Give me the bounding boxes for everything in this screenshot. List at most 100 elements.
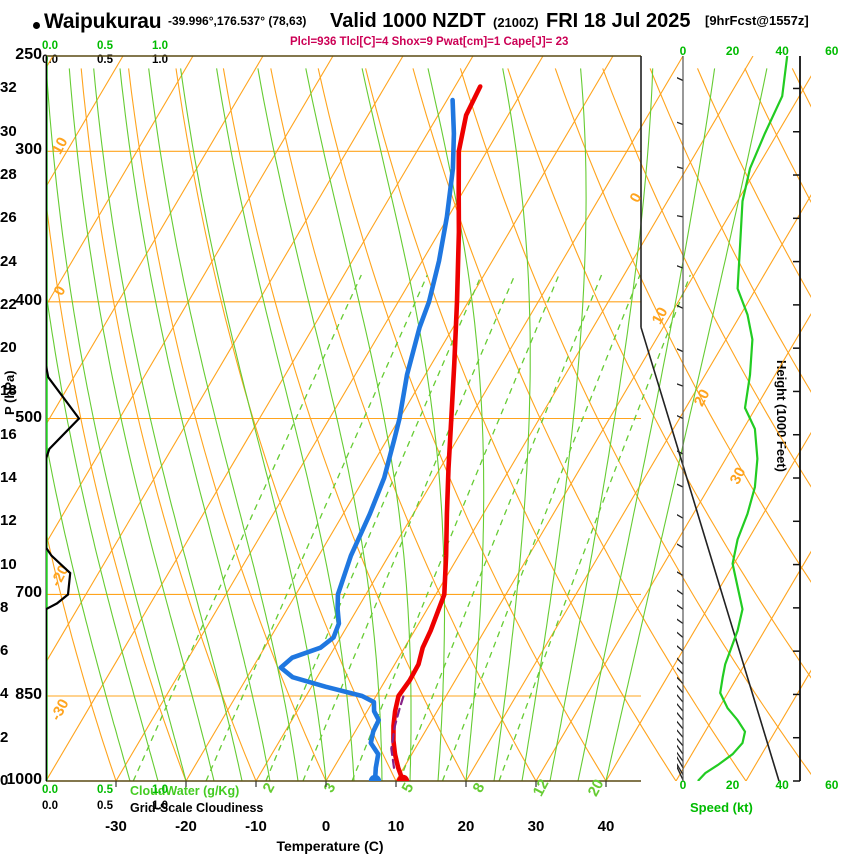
wind-barb xyxy=(677,684,684,694)
wind-barb-shaft xyxy=(677,589,684,595)
wind-barb-full xyxy=(654,150,657,161)
isotherm-line xyxy=(46,56,194,307)
wind-barb-full xyxy=(657,493,663,503)
wind-barb-full xyxy=(650,149,653,160)
saturated-adiabat-line xyxy=(68,68,215,781)
dry-adiabat-line xyxy=(649,68,811,393)
stability-parameters: Plcl=936 Tlcl[C]=4 Shox=9 Pwat[cm]=1 Cap… xyxy=(290,36,569,48)
height-tick-14: 14 xyxy=(0,469,17,486)
wind-barb-full xyxy=(655,595,661,604)
temperature-tick--10: -10 xyxy=(245,818,267,835)
cloudwater-tick-bottom-1: 0.5 xyxy=(97,784,113,796)
isotherm-line xyxy=(46,56,474,781)
saturated-adiabat-line xyxy=(305,68,412,781)
wind-barb-full xyxy=(657,523,663,533)
isotherm-line xyxy=(255,56,684,781)
isotherm-label: 0 xyxy=(51,283,70,298)
wind-barb-shaft xyxy=(677,215,684,218)
wind-barb-shaft xyxy=(677,751,684,762)
wind-barb xyxy=(650,200,684,218)
wind-barb xyxy=(661,704,684,738)
cloudwater-axis-label: CloudWater (g/Kg) xyxy=(130,784,240,798)
wind-barb-full xyxy=(654,247,658,257)
saturated-adiabat-line xyxy=(119,68,271,781)
wind-barb xyxy=(661,658,684,685)
wind-barb-full xyxy=(660,623,667,631)
saturated-adiabat-line xyxy=(216,68,355,781)
height-tick-24: 24 xyxy=(0,252,17,270)
wind-barb xyxy=(659,292,684,309)
sounding-curve-dewpoint xyxy=(278,97,457,781)
isotherm-line xyxy=(395,75,811,781)
isotherm-label: 20 xyxy=(691,387,714,410)
speed-tick-bottom-0: 0 xyxy=(679,778,687,792)
wind-barb-full xyxy=(661,696,669,703)
pressure-tick-300: 300 xyxy=(15,141,42,159)
wind-barb-shaft xyxy=(677,645,684,652)
wind-barb-half xyxy=(661,111,663,117)
wind-barb-full xyxy=(666,740,676,746)
height-tick-22: 22 xyxy=(0,295,17,313)
wind-barb-full xyxy=(663,720,672,726)
dry-adiabat-line xyxy=(317,68,607,781)
wind-barb-full xyxy=(661,704,669,711)
station-name: Waipukurau xyxy=(44,10,162,33)
cloudiness-trace xyxy=(46,56,81,781)
height-tick-12: 12 xyxy=(0,512,17,530)
dry-adiabat-line xyxy=(80,68,257,781)
wind-barb-full xyxy=(655,464,660,474)
wind-barb-shaft xyxy=(677,762,684,776)
cloudiness-axis-label: Grid-Scale Cloudiness xyxy=(130,801,264,815)
isotherm-line xyxy=(46,56,54,69)
cloudiness-tick-bottom-0: 0.0 xyxy=(42,800,58,812)
cloudwater-tick-bottom-0: 0.0 xyxy=(42,784,58,796)
wind-barb xyxy=(677,756,684,769)
saturated-adiabat-line xyxy=(46,439,131,781)
wind-barb-half xyxy=(661,639,665,643)
height-tick-28: 28 xyxy=(0,166,17,184)
cloudwater-tick-top-0: 0.0 xyxy=(42,40,58,52)
height-tick-16: 16 xyxy=(0,425,17,443)
wind-barb-full xyxy=(652,430,657,440)
wind-barb-shaft xyxy=(677,693,684,703)
wind-barb-shaft xyxy=(677,166,684,170)
isotherm-line xyxy=(675,550,811,781)
wind-barb-shaft xyxy=(677,604,684,610)
surface-dewpoint xyxy=(368,774,382,781)
wind-barb xyxy=(677,751,684,762)
wind-barb-full xyxy=(663,690,671,697)
saturated-adiabat-line xyxy=(493,68,531,781)
wind-barb-full xyxy=(655,58,660,68)
speed-tick-bottom-60: 60 xyxy=(825,778,839,792)
wind-barb-full xyxy=(658,597,664,606)
wind-barb-shaft xyxy=(677,618,684,625)
mixing-ratio-label: 8 xyxy=(470,780,489,795)
wind-barb-shaft xyxy=(677,729,684,738)
temperature-tick-30: 30 xyxy=(527,818,545,835)
saturated-adiabat-line xyxy=(46,68,187,781)
temperature-tick-40: 40 xyxy=(597,818,615,835)
dry-adiabat-line xyxy=(270,68,537,781)
wind-barb-shaft xyxy=(677,513,684,519)
temperature-tick--30: -30 xyxy=(105,818,127,835)
wind-barb-half xyxy=(661,658,665,662)
wind-barb xyxy=(677,703,684,712)
wind-barb xyxy=(661,696,684,730)
wind-barb-half xyxy=(659,292,662,297)
sounding-curve-parcel xyxy=(390,691,406,769)
isotherm-line xyxy=(745,669,811,781)
mixing-ratio-line xyxy=(498,274,691,781)
wind-barb xyxy=(655,595,684,625)
wind-barb-full xyxy=(650,200,652,211)
pressure-tick-1000: 1000 xyxy=(6,771,42,788)
wind-barb-shaft xyxy=(677,77,684,82)
mixing-ratio-line xyxy=(265,274,482,781)
dry-adiabat-line xyxy=(46,529,117,781)
mixing-ratio-line xyxy=(302,274,516,781)
wind-barb-full xyxy=(661,687,669,694)
wind-barb-half xyxy=(661,603,664,608)
wind-barb xyxy=(650,149,684,170)
saturated-adiabat-line xyxy=(148,68,299,781)
wind-barb-shaft xyxy=(677,711,684,721)
